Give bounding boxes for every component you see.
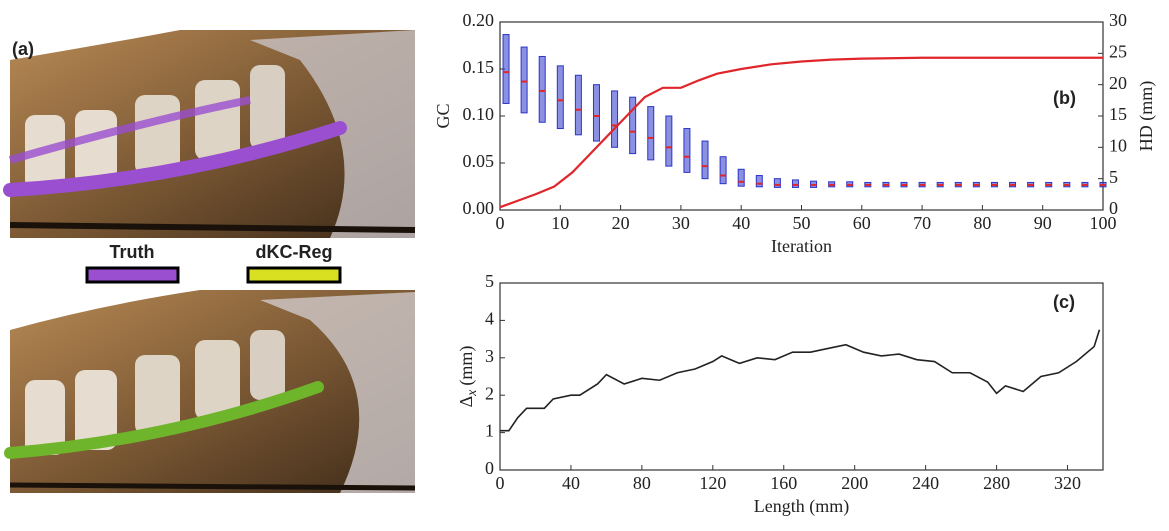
box xyxy=(755,175,763,188)
y-label-subscript: x xyxy=(465,389,480,397)
x-tick-label: 120 xyxy=(699,473,726,493)
x-tick-label: 320 xyxy=(1054,473,1081,493)
y-tick-label: 0 xyxy=(485,458,494,478)
y-tick-label: 3 xyxy=(485,346,494,366)
x-tick-label: 10 xyxy=(551,213,569,233)
y2-tick-label: 0 xyxy=(1109,198,1118,218)
y-tick-label: 1 xyxy=(485,421,494,441)
box xyxy=(773,178,781,188)
x-tick-label: 200 xyxy=(841,473,868,493)
x-tick-label: 60 xyxy=(853,213,871,233)
panel-label: (c) xyxy=(1053,292,1075,312)
box xyxy=(592,84,600,142)
box xyxy=(574,74,582,136)
x-axis-label: Length (mm) xyxy=(754,496,849,517)
y-axis-label: GC xyxy=(433,103,453,128)
box xyxy=(701,140,709,180)
y2-axis-label: HD (mm) xyxy=(1136,81,1157,152)
y-label-symbol: Δ xyxy=(456,396,476,408)
x-tick-label: 30 xyxy=(672,213,690,233)
y2-tick-label: 25 xyxy=(1109,41,1127,61)
y2-tick-label: 20 xyxy=(1109,73,1127,93)
box xyxy=(538,55,546,123)
box xyxy=(611,90,619,148)
x-tick-label: 40 xyxy=(732,213,750,233)
y-tick-label: 0.10 xyxy=(463,104,495,124)
y-tick-label: 2 xyxy=(485,383,494,403)
box xyxy=(629,96,637,155)
panel-label: (a) xyxy=(12,39,34,59)
data-line xyxy=(500,329,1101,432)
x-tick-label: 0 xyxy=(496,473,505,493)
plot-frame xyxy=(499,21,1104,211)
x-tick-label: 40 xyxy=(562,473,580,493)
y2-tick-label: 15 xyxy=(1109,104,1127,124)
y-tick-label: 0.00 xyxy=(463,198,495,218)
y-axis-label: Δx (mm) xyxy=(456,346,480,408)
legend-swatch xyxy=(85,266,180,284)
x-tick-label: 240 xyxy=(912,473,939,493)
x-tick-label: 50 xyxy=(793,213,811,233)
x-tick-label: 80 xyxy=(633,473,651,493)
box xyxy=(737,168,745,187)
gc-line xyxy=(499,56,1103,209)
x-tick-label: 0 xyxy=(496,213,505,233)
y-tick-label: 0.15 xyxy=(463,57,495,77)
y2-tick-label: 30 xyxy=(1109,10,1127,30)
y-tick-label: 0.20 xyxy=(463,10,495,30)
x-axis-label: Iteration xyxy=(771,236,832,256)
legend-label: dKC-Reg xyxy=(256,242,333,262)
x-tick-label: 160 xyxy=(770,473,797,493)
box xyxy=(556,65,564,130)
x-tick-label: 80 xyxy=(973,213,991,233)
x-tick-label: 70 xyxy=(913,213,931,233)
y-tick-label: 5 xyxy=(485,271,494,291)
y2-tick-label: 10 xyxy=(1109,135,1127,155)
box xyxy=(791,179,799,188)
y-tick-label: 4 xyxy=(485,309,494,329)
image-top xyxy=(3,30,416,238)
box xyxy=(683,128,691,173)
box xyxy=(647,106,655,161)
y-label-unit: (mm) xyxy=(456,346,477,386)
panel-label: (b) xyxy=(1053,88,1076,108)
plot-frame xyxy=(499,282,1104,471)
x-tick-label: 90 xyxy=(1034,213,1052,233)
box xyxy=(719,156,727,185)
x-tick-label: 20 xyxy=(612,213,630,233)
x-tick-label: 100 xyxy=(1090,213,1117,233)
y-tick-label: 0.05 xyxy=(463,151,495,171)
legend-label: Truth xyxy=(110,242,155,262)
box xyxy=(520,46,528,114)
legend-swatch xyxy=(246,266,342,284)
image-bottom xyxy=(4,290,416,493)
box xyxy=(665,115,673,167)
y2-tick-label: 5 xyxy=(1109,167,1118,187)
box xyxy=(502,34,510,104)
x-tick-label: 280 xyxy=(983,473,1010,493)
